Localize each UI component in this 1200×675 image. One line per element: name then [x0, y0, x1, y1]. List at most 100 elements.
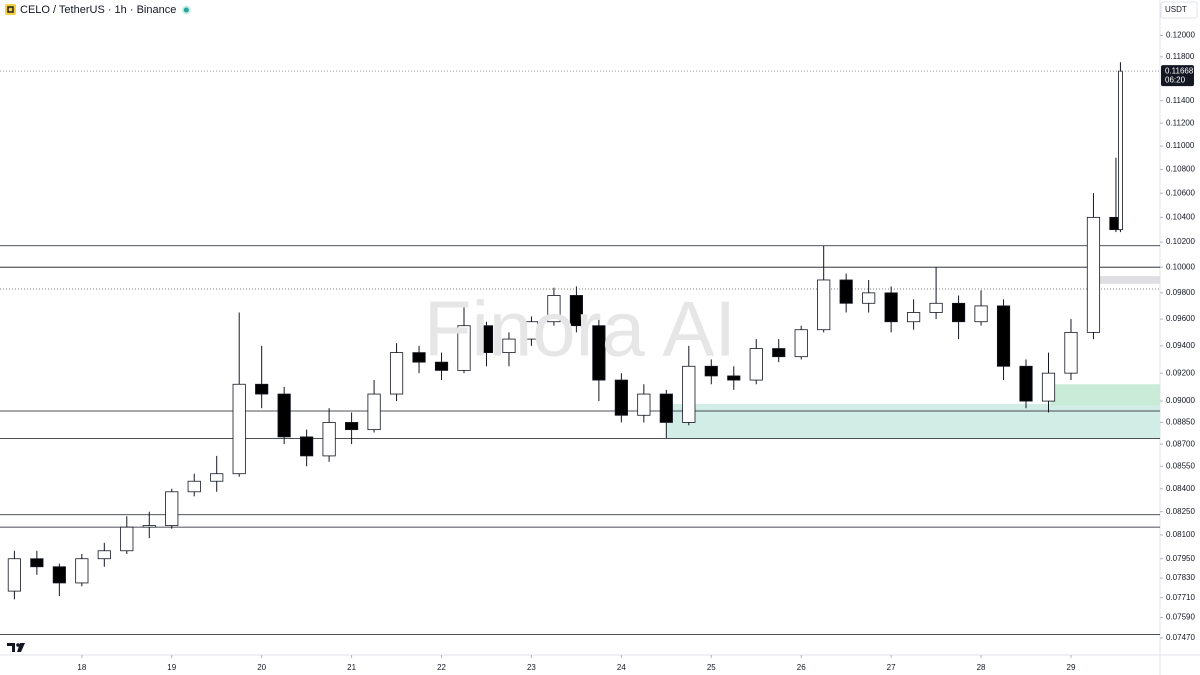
candle-body: [1041, 372, 1056, 402]
y-tick-label: 0.09400: [1166, 341, 1195, 350]
x-tick-label: 24: [617, 663, 626, 672]
candle-body: [614, 379, 628, 416]
currency-box[interactable]: [1160, 1, 1198, 19]
y-tick-label: 0.10400: [1166, 212, 1195, 221]
x-tick-label: 23: [527, 663, 536, 672]
candle-body: [30, 558, 44, 568]
candle: [951, 295, 966, 340]
y-tick-label: 0.07710: [1166, 593, 1195, 602]
candle-body: [524, 321, 539, 340]
candle: [1086, 193, 1101, 340]
x-tick-label: 19: [167, 663, 176, 672]
candle-body: [1064, 331, 1078, 374]
candle: [794, 325, 808, 360]
candle: [502, 332, 516, 367]
y-tick-label: 0.10200: [1166, 237, 1195, 246]
tv-logo-part: [16, 643, 20, 647]
coin-icon-glyph: [7, 6, 14, 13]
candle: [772, 339, 786, 363]
tv-logo-part: [7, 643, 15, 652]
y-tick-label: 0.11200: [1166, 118, 1195, 127]
coin-icon: [5, 4, 16, 15]
candle: [1019, 359, 1033, 409]
candle-body: [120, 526, 134, 552]
candle-body: [1019, 365, 1033, 402]
y-tick-label: 0.09000: [1166, 396, 1195, 405]
y-tick-label: 0.07590: [1166, 613, 1195, 622]
candle-body: [929, 302, 943, 313]
candle-body: [727, 375, 741, 381]
candle-body: [839, 279, 853, 304]
candle-body: [749, 348, 763, 381]
x-tick-label: 29: [1067, 663, 1076, 672]
candle: [704, 359, 718, 385]
candle: [907, 299, 921, 330]
candle: [749, 339, 763, 385]
candle: [637, 384, 651, 423]
candle: [389, 343, 404, 402]
watermark: Finora AI: [424, 285, 736, 373]
y-tick-label: 0.08550: [1166, 461, 1195, 470]
candle-body: [569, 295, 583, 327]
candle: [817, 245, 831, 333]
y-tick-label: 0.10600: [1166, 188, 1195, 197]
tv-logo: [7, 643, 25, 652]
candle: [75, 553, 89, 587]
candle: [974, 290, 988, 326]
candle-body: [682, 365, 696, 423]
x-tick-label: 20: [257, 663, 266, 672]
candle: [345, 412, 359, 445]
candle-body: [300, 436, 314, 457]
candle: [232, 312, 246, 477]
countdown: 06:20: [1165, 75, 1186, 84]
candle-body: [412, 352, 426, 363]
candle: [255, 345, 269, 409]
candle-body: [277, 393, 291, 438]
y-tick-label: 0.09800: [1166, 288, 1195, 297]
last-price-box: [1161, 65, 1194, 87]
x-tick-label: 27: [887, 663, 896, 672]
candle-body: [142, 525, 156, 528]
candle-body: [1118, 70, 1123, 231]
candle: [524, 316, 539, 346]
tv-logo-part: [17, 643, 25, 652]
x-tick-label: 25: [707, 663, 716, 672]
y-tick-label: 0.08400: [1166, 484, 1195, 493]
candle: [120, 516, 134, 554]
candle-body: [367, 393, 381, 431]
candle-body: [322, 422, 336, 457]
candle: [7, 550, 21, 600]
candle: [884, 286, 898, 333]
candle-body: [165, 491, 179, 527]
candle: [682, 345, 696, 426]
candle: [996, 299, 1011, 381]
candle: [30, 550, 44, 575]
candle: [929, 267, 943, 320]
candle: [727, 366, 741, 390]
candle-body: [772, 348, 786, 358]
y-tick-label: 0.10000: [1166, 262, 1195, 271]
candle: [614, 373, 628, 423]
candle: [547, 287, 561, 326]
last-price-label: 0.11668: [1165, 66, 1194, 75]
candle-body: [52, 566, 66, 584]
zone: [1050, 384, 1160, 406]
status-dot: [181, 5, 191, 15]
candle-body: [479, 325, 494, 354]
candle: [592, 319, 606, 402]
x-tick-label: 26: [797, 663, 806, 672]
candle: [1064, 319, 1078, 381]
candle: [479, 321, 494, 367]
y-tick-label: 0.07470: [1166, 633, 1195, 642]
y-tick-label: 0.12000: [1166, 31, 1195, 40]
y-tick-label: 0.07950: [1166, 554, 1195, 563]
candle: [277, 387, 291, 445]
plot: [0, 35, 1163, 658]
y-tick-label: 0.11400: [1166, 96, 1195, 105]
x-tick-label: 22: [437, 663, 446, 672]
candle-body: [996, 305, 1011, 367]
candle: [97, 542, 111, 567]
candle-body: [659, 393, 673, 423]
y-tick-label: 0.11800: [1166, 52, 1195, 61]
